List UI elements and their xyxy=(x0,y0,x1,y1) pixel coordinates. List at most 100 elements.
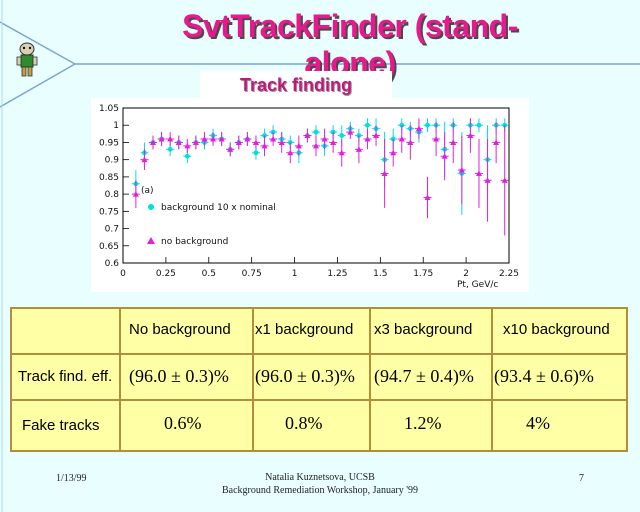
data-point-no-background xyxy=(192,139,199,145)
data-point-no-background xyxy=(150,139,157,145)
column-header-x3-background: x3 background xyxy=(374,321,473,338)
row-label-track-efficiency: Track find. eff. xyxy=(18,368,113,385)
data-point-no-background xyxy=(450,139,457,145)
table-divider xyxy=(252,309,254,450)
y-tick-label: 0.8 xyxy=(105,190,120,200)
data-point-no-background xyxy=(347,129,354,135)
table-cell: 0.8% xyxy=(285,413,323,433)
data-point-no-background xyxy=(313,142,319,149)
table-cell: (96.0 ± 0.3)% xyxy=(129,366,229,386)
table-divider xyxy=(12,399,626,401)
data-point-no-background xyxy=(390,149,397,156)
data-point-no-background xyxy=(218,136,225,142)
legend-label-background: background 10 x nominal xyxy=(161,203,276,213)
slide-subtitle: Track finding efficiency xyxy=(200,71,392,116)
data-point-no-background xyxy=(158,136,165,142)
data-point-no-background xyxy=(321,136,328,142)
mascot-figure-icon xyxy=(16,42,38,77)
data-point-background xyxy=(330,129,336,135)
legend-marker-background xyxy=(148,204,154,210)
data-point-no-background xyxy=(270,136,277,142)
data-point-background xyxy=(356,133,362,138)
y-tick-label: 0.6 xyxy=(105,259,120,269)
x-tick-label: 1.25 xyxy=(327,269,347,279)
footer-event: Background Remediation Workshop, January… xyxy=(221,485,419,496)
table-cell: 0.6% xyxy=(164,413,202,433)
column-header-x1-background: x1 background xyxy=(255,321,354,338)
footer-date: 1/13/99 xyxy=(56,473,87,484)
y-tick-label: 1.05 xyxy=(99,104,119,114)
data-point-no-background xyxy=(467,132,474,139)
y-tick-label: 0.7 xyxy=(105,225,119,235)
x-tick-label: 2 xyxy=(463,269,469,279)
footer-author: Natalia Kuznetsova, UCSB xyxy=(265,472,375,483)
data-point-background xyxy=(287,140,293,145)
y-tick-label: 0.95 xyxy=(99,138,119,148)
table-divider xyxy=(491,309,493,450)
data-point-background xyxy=(425,122,430,128)
data-point-background xyxy=(365,122,370,128)
table-cell: 4% xyxy=(526,413,550,433)
data-point-no-background xyxy=(364,136,371,142)
data-point-no-background xyxy=(252,139,259,145)
table-divider xyxy=(119,309,121,450)
data-point-background xyxy=(339,133,345,138)
data-point-no-background xyxy=(415,125,422,132)
data-point-no-background xyxy=(175,139,182,145)
x-tick-label: 0.75 xyxy=(242,269,262,279)
data-point-no-background xyxy=(433,136,440,142)
y-tick-label: 0.85 xyxy=(99,173,119,183)
data-point-no-background xyxy=(304,132,311,139)
footer-page-number: 7 xyxy=(579,473,584,484)
data-point-no-background xyxy=(475,170,482,176)
table-divider xyxy=(12,353,626,355)
data-point-no-background xyxy=(484,177,491,183)
y-tick-label: 0.9 xyxy=(105,156,120,166)
x-axis-label: Pt, GeV/c xyxy=(457,280,498,290)
x-tick-label: 1.5 xyxy=(373,269,387,279)
table-cell: (96.0 ± 0.3)% xyxy=(255,366,355,386)
data-point-no-background xyxy=(210,136,217,142)
column-header-x10-background: x10 background xyxy=(503,321,610,338)
x-tick-label: 1 xyxy=(292,269,298,279)
data-point-no-background xyxy=(201,136,208,142)
data-point-no-background xyxy=(132,191,139,197)
column-header-no-background: No background xyxy=(129,321,231,338)
plot-frame xyxy=(122,107,510,264)
data-point-no-background xyxy=(424,194,431,201)
data-point-no-background xyxy=(235,139,242,145)
table-cell: 1.2% xyxy=(404,413,442,433)
data-point-background xyxy=(270,129,276,135)
data-point-no-background xyxy=(458,167,465,173)
data-point-no-background xyxy=(493,139,500,145)
data-point-no-background xyxy=(141,156,148,163)
data-point-background xyxy=(476,122,482,128)
data-point-no-background xyxy=(338,149,345,156)
y-tick-label: 0.75 xyxy=(99,207,119,217)
data-point-no-background xyxy=(501,177,508,183)
table-divider xyxy=(369,309,371,450)
data-point-no-background xyxy=(167,136,174,142)
y-tick-label: 0.65 xyxy=(99,242,119,252)
y-tick-label: 1 xyxy=(113,121,119,131)
table-cell: (94.7 ± 0.4)% xyxy=(374,366,474,386)
legend-marker-no-background xyxy=(147,237,155,244)
efficiency-plot: 0 0.25 0.5 0.75 1 1.25 1.5 1.75 2 2.25 0.6 0.65 0.7 0… xyxy=(99,104,519,290)
efficiency-plot-panel: 0 0.25 0.5 0.75 1 1.25 1.5 1.75 2 2.25 0.6 0.65 0.7 0… xyxy=(91,98,529,292)
data-point-background xyxy=(167,146,173,152)
x-tick-label: 2.25 xyxy=(499,269,519,279)
data-point-no-background xyxy=(330,139,337,145)
legend: background 10 x nominal no background xyxy=(147,203,276,247)
data-point-no-background xyxy=(287,149,294,156)
data-point-background xyxy=(184,153,190,159)
data-point-no-background xyxy=(407,139,414,145)
data-point-no-background xyxy=(441,153,448,159)
data-point-no-background xyxy=(184,142,191,149)
panel-label: (a) xyxy=(141,186,154,196)
data-point-no-background xyxy=(295,142,302,149)
table-cell: (93.4 ± 0.6)% xyxy=(494,366,594,386)
data-point-background xyxy=(313,129,319,135)
data-point-no-background xyxy=(261,142,268,149)
x-tick-label: 0.25 xyxy=(156,269,176,279)
